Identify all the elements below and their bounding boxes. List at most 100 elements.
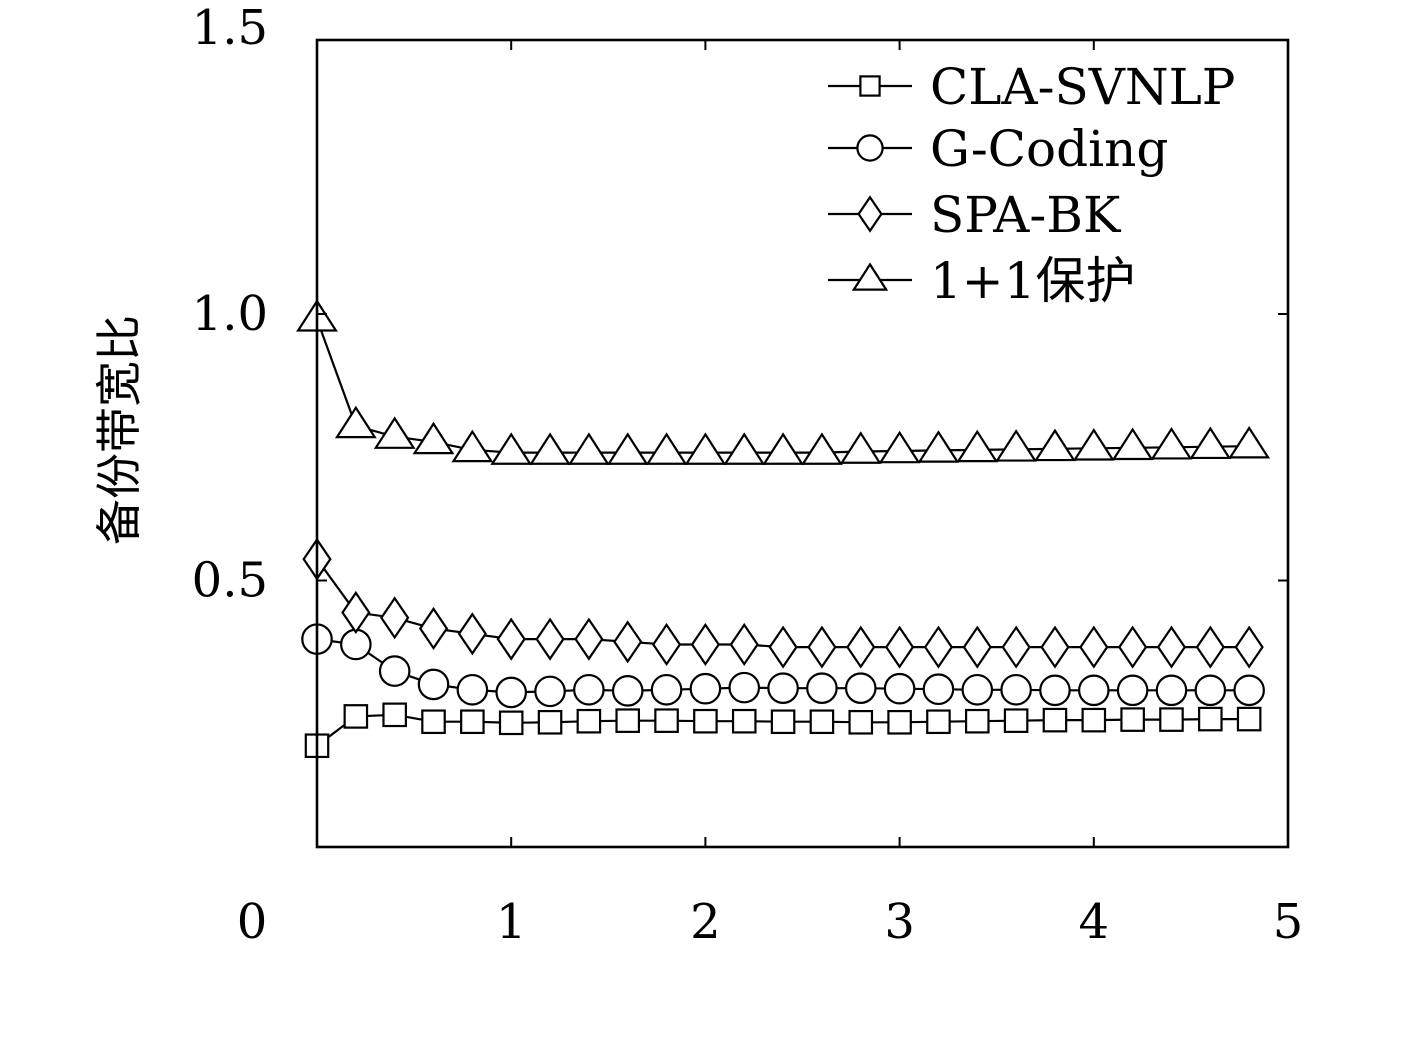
square-data-point <box>926 709 951 735</box>
diamond-data-point <box>1118 625 1148 669</box>
x-tick-label: 5 <box>1273 894 1304 950</box>
x-tick-label: 0 <box>237 894 268 950</box>
circle-data-point <box>573 673 605 706</box>
circle-data-point <box>1039 674 1071 707</box>
triangle-data-point <box>917 430 960 463</box>
triangle-data-point <box>995 429 1038 462</box>
diamond-data-point <box>807 625 837 669</box>
circle-data-point <box>1155 674 1188 707</box>
circle-data-point <box>1233 674 1265 707</box>
circle-data-point <box>650 673 683 706</box>
square-data-point <box>343 704 369 729</box>
triangle-data-point <box>956 429 999 463</box>
legend-entry: G-Coding <box>828 120 1168 178</box>
square-data-point <box>460 709 485 735</box>
square-data-point <box>576 708 602 734</box>
circle-data-point <box>456 673 489 706</box>
legend-entry: 1+1保护 <box>828 252 1136 310</box>
square-data-point <box>887 709 912 735</box>
square-data-point <box>693 708 718 734</box>
triangle-data-point <box>1228 425 1271 459</box>
diamond-data-point <box>457 612 487 656</box>
diamond-data-point <box>690 622 721 667</box>
circle-data-point <box>806 672 838 704</box>
triangle-data-point <box>1189 426 1232 460</box>
x-tick-label: 3 <box>884 894 915 950</box>
triangle-data-point <box>334 405 377 439</box>
circle-data-point <box>844 672 877 704</box>
triangle-data-point <box>684 432 727 465</box>
diamond-data-point <box>496 617 526 661</box>
diamond-data-point <box>535 617 565 661</box>
series-triangle <box>296 299 1271 465</box>
diamond-data-point <box>1234 625 1264 669</box>
triangle-data-point <box>567 432 610 465</box>
triangle-data-point <box>839 431 882 464</box>
legend-label: 1+1保护 <box>930 252 1136 310</box>
x-tick-label: 4 <box>1079 894 1110 950</box>
circle-data-point <box>728 671 761 704</box>
triangle-data-point <box>1150 427 1193 460</box>
circle-data-point <box>1194 674 1227 707</box>
legend-label: G-Coding <box>930 120 1168 178</box>
square-data-point <box>1081 707 1107 733</box>
triangle-data-point <box>1034 428 1076 462</box>
legend-circle-marker <box>856 134 884 162</box>
square-data-point <box>1198 706 1223 732</box>
triangle-data-point <box>801 432 843 465</box>
square-data-point <box>498 710 524 736</box>
circle-data-point <box>340 628 372 661</box>
diamond-data-point <box>1040 625 1070 669</box>
legend-label: SPA-BK <box>930 186 1122 244</box>
square-data-point <box>809 709 835 735</box>
axis-ticks: 0 1 2 3 4 5 0.5 1.0 1.5 <box>192 0 1304 950</box>
square-data-point <box>421 709 446 735</box>
diamond-data-point <box>574 617 604 661</box>
square-data-point <box>848 709 874 735</box>
square-data-point <box>654 708 679 733</box>
legend-diamond-marker <box>857 195 883 233</box>
x-tick-label: 2 <box>690 894 721 950</box>
legend-entry: SPA-BK <box>828 186 1122 244</box>
square-data-point <box>770 709 796 735</box>
circle-data-point <box>883 672 916 705</box>
triangle-data-point <box>762 432 804 465</box>
triangle-data-point <box>645 432 688 465</box>
diamond-data-point <box>768 625 798 669</box>
diamond-data-point <box>1156 625 1187 669</box>
circle-data-point <box>417 668 450 701</box>
diamond-data-point <box>1079 625 1109 669</box>
circle-data-point <box>1000 673 1032 706</box>
diamond-data-point <box>923 625 954 669</box>
triangle-data-point <box>373 416 416 449</box>
square-data-point <box>1120 707 1145 732</box>
square-data-point <box>537 709 563 735</box>
diamond-data-point <box>418 606 449 651</box>
diamond-data-point <box>846 625 876 669</box>
triangle-data-point <box>529 432 571 465</box>
diamond-data-point <box>341 590 371 635</box>
circle-data-point <box>689 672 722 705</box>
square-data-point <box>1042 707 1068 733</box>
diamond-data-point <box>613 620 643 664</box>
series-diamond <box>302 537 1264 669</box>
y-tick-label: 1.5 <box>192 0 268 56</box>
triangle-data-point <box>606 432 649 465</box>
triangle-data-point <box>412 421 455 455</box>
circle-data-point <box>534 675 566 708</box>
diamond-data-point <box>380 596 410 640</box>
plot-area <box>296 299 1271 759</box>
triangle-data-point <box>878 430 921 464</box>
legend-label: CLA-SVNLP <box>930 58 1235 116</box>
legend-square-marker <box>859 75 881 97</box>
square-data-point <box>382 702 407 728</box>
circle-data-point <box>611 675 644 707</box>
square-data-point <box>615 708 641 733</box>
diamond-data-point <box>651 622 682 667</box>
circle-data-point <box>378 655 411 687</box>
square-data-point <box>964 708 990 734</box>
circle-data-point <box>767 672 799 704</box>
circle-data-point <box>922 673 955 706</box>
y-tick-label: 1.0 <box>192 286 268 342</box>
